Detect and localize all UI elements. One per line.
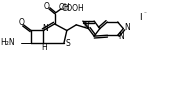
Text: I: I: [139, 13, 142, 22]
Text: OH: OH: [58, 3, 70, 12]
Text: H₂N: H₂N: [0, 38, 15, 47]
Text: N: N: [124, 23, 130, 32]
Text: H: H: [41, 43, 47, 52]
Text: O: O: [19, 18, 25, 27]
Text: O: O: [43, 2, 49, 11]
Text: N: N: [83, 21, 88, 30]
Text: ⁺: ⁺: [88, 21, 91, 26]
Text: ⁻: ⁻: [144, 12, 146, 17]
Text: S: S: [65, 39, 70, 48]
Text: COOH: COOH: [61, 4, 84, 13]
Text: N: N: [42, 24, 48, 33]
Text: N: N: [119, 32, 124, 41]
